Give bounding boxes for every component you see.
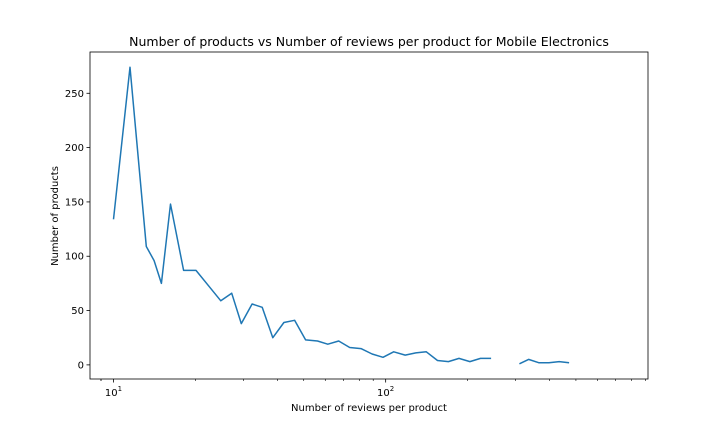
x-tick-label-exp: 1 (118, 385, 122, 393)
x-tick-label-exp: 2 (390, 385, 394, 393)
y-axis-label: Number of products (50, 166, 61, 266)
x-tick-label: 101 (105, 385, 122, 399)
chart-title: Number of products vs Number of reviews … (129, 34, 609, 49)
y-tick-label: 0 (78, 360, 84, 371)
series-layer (112, 66, 570, 365)
series-line-segment-1 (112, 66, 492, 363)
y-tick-label: 150 (65, 197, 84, 208)
x-axis: 101 102 (100, 379, 646, 399)
x-axis-label: Number of reviews per product (291, 403, 447, 414)
x-tick-label-base: 10 (105, 388, 118, 399)
y-tick-label: 250 (65, 89, 84, 100)
y-tick-label: 50 (71, 306, 84, 317)
series-line-segment-2 (519, 358, 570, 365)
y-tick-label: 100 (65, 252, 84, 263)
x-tick-label-base: 10 (377, 388, 390, 399)
plot-area (89, 51, 649, 380)
x-tick-label: 102 (377, 385, 394, 399)
y-axis: 0 50 100 150 200 250 (65, 89, 90, 371)
y-tick-label: 200 (65, 143, 84, 154)
